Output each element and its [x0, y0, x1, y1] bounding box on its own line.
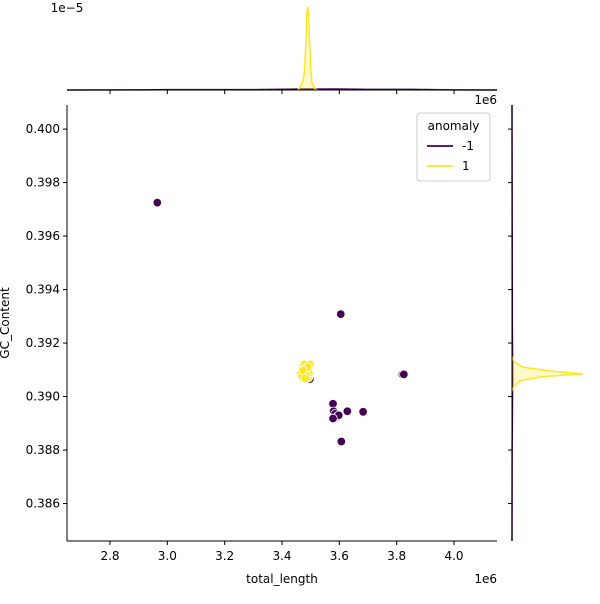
x-axis-label: total_length — [246, 572, 318, 586]
x-axis-ticks: 2.8 3.0 3.2 3.4 3.6 3.8 4.0 — [100, 541, 464, 563]
legend-box — [416, 112, 491, 182]
main-scatter-panel: 2.8 3.0 3.2 3.4 3.6 3.8 4.0 0.3860.3880.3900.3… — [0, 105, 497, 586]
scatter-point-anomaly — [328, 413, 338, 424]
scatter-point-anomaly — [399, 369, 409, 380]
x-tick-label: 3.6 — [330, 549, 349, 563]
right-marginal-panel: 1e6 — [474, 93, 584, 542]
y-tick-label: 0.386 — [26, 497, 60, 511]
y-tick-label: 0.390 — [26, 390, 60, 404]
top-kde-layer — [66, 6, 498, 91]
legend-entries: -11 — [427, 139, 474, 173]
legend-entry-label: -1 — [462, 139, 474, 153]
top-y-offset-label: 1e−5 — [51, 1, 84, 15]
top-marginal-panel: 1e−5 — [51, 1, 498, 94]
x-tick-label: 3.4 — [272, 549, 291, 563]
right-kde-layer — [511, 104, 584, 542]
y-tick-label: 0.394 — [26, 283, 60, 297]
y-tick-label: 0.400 — [26, 122, 60, 136]
x-tick-label: 3.0 — [158, 549, 177, 563]
x-offset-label: 1e6 — [474, 572, 497, 586]
top-kde-line — [297, 6, 319, 91]
right-marginal-ticks — [508, 128, 512, 505]
scatter-point-normal — [298, 365, 308, 376]
legend: anomaly -11 — [416, 112, 491, 182]
right-kde-line — [511, 356, 584, 392]
x-tick-label: 3.8 — [387, 549, 406, 563]
scatter-point-anomaly — [358, 407, 368, 417]
top-kde-fill — [297, 7, 318, 90]
scatter-point-anomaly — [342, 406, 353, 416]
right-kde-fill — [512, 356, 583, 392]
scatter-points-layer — [152, 197, 409, 447]
y-tick-label: 0.392 — [26, 336, 60, 350]
top-marginal-ticks — [109, 90, 455, 94]
scatter-point-normal — [300, 373, 310, 384]
scatter-point-anomaly — [336, 309, 346, 319]
x-tick-label: 2.8 — [100, 549, 119, 563]
y-tick-label: 0.398 — [26, 176, 60, 190]
legend-title: anomaly — [428, 119, 480, 133]
x-tick-label: 3.2 — [215, 549, 234, 563]
x-tick-label: 4.0 — [444, 549, 463, 563]
y-tick-label: 0.396 — [26, 229, 60, 243]
y-axis-label: GC_Content — [0, 287, 12, 359]
scatter-point-anomaly — [152, 197, 163, 208]
top-x-offset-label: 1e6 — [474, 93, 497, 107]
y-axis-ticks: 0.386 0.388 0.390 0.392 0.394 0.396 0.398 0.400 — [26, 122, 67, 511]
legend-entry-label: 1 — [462, 159, 470, 173]
y-tick-label: 0.388 — [26, 443, 60, 457]
scatter-point-anomaly — [336, 436, 347, 447]
